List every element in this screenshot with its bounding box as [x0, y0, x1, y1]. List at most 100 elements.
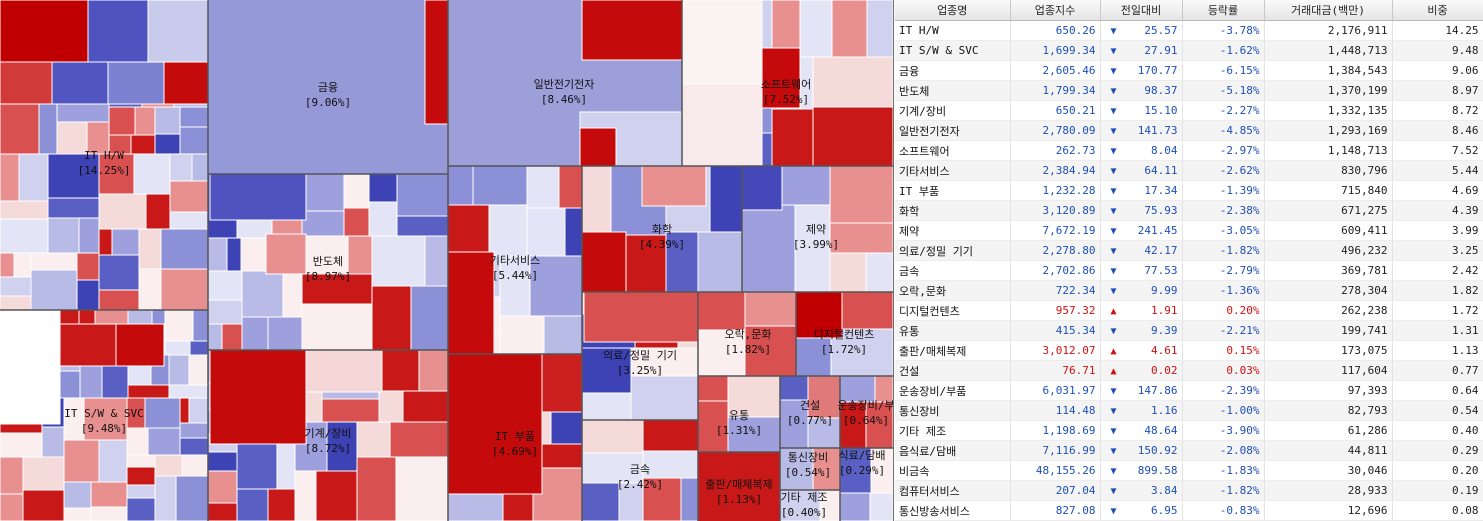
- sector-treemap[interactable]: IT H/W [14.25%] IT S/W & SVC [9.48%] 금융 …: [0, 0, 894, 521]
- table-row[interactable]: 출판/매체복제 3,012.07 ▲ 4.61 0.15% 173,075 1.13: [895, 340, 1483, 361]
- treemap-tile: [642, 450, 699, 479]
- column-header-rate[interactable]: 등락률: [1182, 0, 1265, 21]
- sector-table: 업종명 업종지수 전일대비 등락률 거래대금(백만) 비중 IT H/W 650.…: [895, 0, 1483, 521]
- treemap-tile: [115, 323, 165, 367]
- treemap-tile: [794, 204, 831, 293]
- table-row[interactable]: 기타 제조 1,198.69 ▼ 48.64 -3.90% 61,286 0.40: [895, 420, 1483, 441]
- amount-cell: 1,384,543: [1264, 60, 1393, 81]
- table-row[interactable]: 금융 2,605.46 ▼ 170.77 -6.15% 1,384,543 9.06: [895, 60, 1483, 81]
- column-header-amount[interactable]: 거래대금(백만): [1264, 0, 1393, 21]
- table-row[interactable]: 음식료/담배 7,116.99 ▼ 150.92 -2.08% 44,811 0.29: [895, 440, 1483, 461]
- down-triangle-icon: ▼: [1110, 246, 1117, 257]
- change-value: 48.64: [1144, 424, 1178, 437]
- table-row[interactable]: 비금속 48,155.26 ▼ 899.58 -1.83% 30,046 0.20: [895, 460, 1483, 481]
- sector-name-cell: 유통: [895, 320, 1011, 341]
- treemap-tile: [356, 421, 391, 458]
- rate-cell: -0.83%: [1182, 500, 1265, 521]
- weight-cell: 4.69: [1392, 180, 1483, 201]
- down-triangle-icon: ▼: [1110, 406, 1117, 417]
- treemap-tile: [812, 447, 841, 491]
- treemap-tile: [869, 492, 893, 521]
- table-row[interactable]: 의료/정밀 기기 2,278.80 ▼ 42.17 -1.82% 496,232 3.25: [895, 240, 1483, 261]
- table-row[interactable]: 컴퓨터서비스 207.04 ▼ 3.84 -1.82% 28,933 0.19: [895, 480, 1483, 501]
- treemap-tile: [321, 398, 380, 423]
- treemap-tile: [294, 470, 317, 521]
- treemap-tile: [410, 285, 449, 351]
- table-row[interactable]: 오락,문화 722.34 ▼ 9.99 -1.36% 278,304 1.82: [895, 280, 1483, 301]
- table-row[interactable]: 화학 3,120.89 ▼ 75.93 -2.38% 671,275 4.39: [895, 200, 1483, 221]
- column-header-name[interactable]: 업종명: [895, 0, 1011, 21]
- treemap-tile: [779, 489, 821, 521]
- column-header-change[interactable]: 전일대비: [1100, 0, 1183, 21]
- table-row[interactable]: IT 부품 1,232.28 ▼ 17.34 -1.39% 715,840 4.69: [895, 180, 1483, 201]
- change-value: 9.99: [1151, 284, 1178, 297]
- change-cell: ▼ 77.53: [1100, 260, 1183, 281]
- treemap-tile: [839, 492, 871, 521]
- amount-cell: 1,293,169: [1264, 120, 1393, 141]
- table-row[interactable]: 통신장비 114.48 ▼ 1.16 -1.00% 82,793 0.54: [895, 400, 1483, 421]
- change-cell: ▼ 6.95: [1100, 500, 1183, 521]
- treemap-tile: [179, 397, 190, 424]
- treemap-tile: [188, 397, 209, 424]
- table-row[interactable]: 통신방송서비스 827.08 ▼ 6.95 -0.83% 12,696 0.08: [895, 500, 1483, 521]
- amount-cell: 12,696: [1264, 500, 1393, 521]
- index-cell: 76.71: [1010, 360, 1101, 381]
- rate-cell: -1.83%: [1182, 460, 1265, 481]
- table-row[interactable]: 금속 2,702.86 ▼ 77.53 -2.79% 369,781 2.42: [895, 260, 1483, 281]
- sector-name-cell: 기계/장비: [895, 100, 1011, 121]
- index-cell: 957.32: [1010, 300, 1101, 321]
- table-row[interactable]: IT H/W 650.26 ▼ 25.57 -3.78% 2,176,911 14.25: [895, 20, 1483, 41]
- table-row[interactable]: 운송장비/부품 6,031.97 ▼ 147.86 -2.39% 97,393 0.64: [895, 380, 1483, 401]
- table-row[interactable]: 건설 76.71 ▲ 0.02 0.03% 117,604 0.77: [895, 360, 1483, 381]
- treemap-tile: [188, 354, 209, 386]
- sector-table-panel: 업종명 업종지수 전일대비 등락률 거래대금(백만) 비중 IT H/W 650.…: [895, 0, 1483, 521]
- table-row[interactable]: 기타서비스 2,384.94 ▼ 64.11 -2.62% 830,796 5.44: [895, 160, 1483, 181]
- table-row[interactable]: 제약 7,672.19 ▼ 241.45 -3.05% 609,411 3.99: [895, 220, 1483, 241]
- treemap-tile: [0, 252, 15, 278]
- treemap-tile: [76, 279, 100, 311]
- treemap-tile: [189, 340, 209, 356]
- treemap-tile: [63, 439, 100, 483]
- down-triangle-icon: ▼: [1110, 106, 1117, 117]
- treemap-tile: [839, 447, 872, 494]
- table-row[interactable]: 유통 415.34 ▼ 9.39 -2.21% 199,741 1.31: [895, 320, 1483, 341]
- down-triangle-icon: ▼: [1110, 86, 1117, 97]
- table-row[interactable]: 반도체 1,799.34 ▼ 98.37 -5.18% 1,370,199 8.97: [895, 80, 1483, 101]
- treemap-tile: [698, 452, 780, 521]
- treemap-tile: [144, 397, 181, 429]
- down-triangle-icon: ▼: [1110, 506, 1117, 517]
- treemap-tile: [209, 173, 307, 221]
- treemap-tile: [301, 303, 373, 351]
- rate-cell: -2.27%: [1182, 100, 1265, 121]
- column-header-index[interactable]: 업종지수: [1010, 0, 1101, 21]
- treemap-tile: [168, 354, 190, 386]
- change-value: 1.16: [1151, 404, 1178, 417]
- down-triangle-icon: ▼: [1110, 46, 1117, 57]
- table-row[interactable]: 소프트웨어 262.73 ▼ 8.04 -2.97% 1,148,713 7.52: [895, 140, 1483, 161]
- rate-cell: -1.82%: [1182, 240, 1265, 261]
- treemap-tile: [641, 165, 707, 207]
- treemap-tile: [98, 289, 140, 311]
- rate-cell: 0.03%: [1182, 360, 1265, 381]
- treemap-tile: [343, 173, 370, 209]
- treemap-tile: [795, 291, 843, 339]
- amount-cell: 671,275: [1264, 200, 1393, 221]
- treemap-tile: [90, 506, 128, 521]
- treemap-tile: [378, 390, 404, 423]
- down-triangle-icon: ▼: [1110, 426, 1117, 437]
- weight-cell: 0.19: [1392, 480, 1483, 501]
- table-row[interactable]: 일반전기전자 2,780.09 ▼ 141.73 -4.85% 1,293,169 8.46: [895, 120, 1483, 141]
- treemap-tile: [550, 409, 583, 445]
- index-cell: 2,384.94: [1010, 160, 1101, 181]
- down-triangle-icon: ▼: [1110, 126, 1117, 137]
- change-value: 147.86: [1137, 384, 1178, 397]
- table-row[interactable]: 디지털컨텐츠 957.32 ▲ 1.91 0.20% 262,238 1.72: [895, 300, 1483, 321]
- treemap-tile: [564, 207, 583, 257]
- column-header-weight[interactable]: 비중: [1392, 0, 1483, 21]
- table-row[interactable]: 기계/장비 650.21 ▼ 15.10 -2.27% 1,332,135 8.72: [895, 100, 1483, 121]
- treemap-tile: [98, 193, 147, 230]
- index-cell: 1,799.34: [1010, 80, 1101, 101]
- treemap-tile: [207, 470, 238, 504]
- table-row[interactable]: IT S/W & SVC 1,699.34 ▼ 27.91 -1.62% 1,448,71…: [895, 40, 1483, 61]
- rate-cell: -2.08%: [1182, 440, 1265, 461]
